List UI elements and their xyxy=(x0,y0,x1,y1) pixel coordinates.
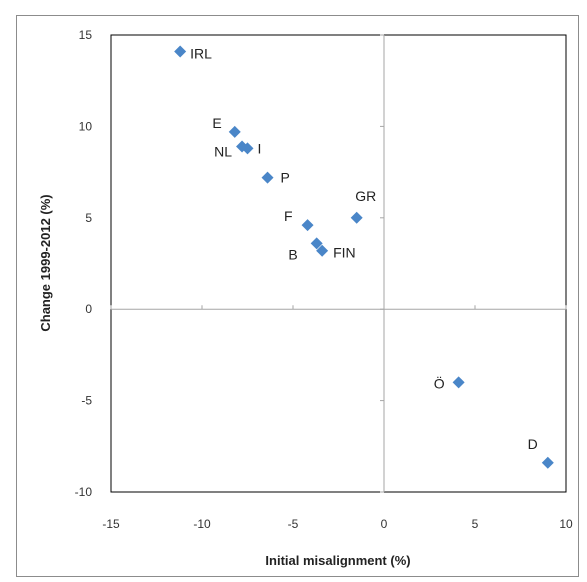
x-axis-title: Initial misalignment (%) xyxy=(265,553,410,568)
point-label: NL xyxy=(214,144,232,160)
x-tick-label: 5 xyxy=(472,517,479,531)
point-marker-d xyxy=(541,456,554,469)
point-label: GR xyxy=(355,188,376,204)
point-label: F xyxy=(284,208,293,224)
point-label: Ö xyxy=(434,374,445,391)
data-points: IRL E NL I P F B FIN GR Ö D xyxy=(174,45,554,469)
plot-area xyxy=(110,34,567,493)
point-marker-ö xyxy=(452,376,465,389)
y-axis-title: Change 1999-2012 (%) xyxy=(38,194,53,331)
x-tick-label: -5 xyxy=(288,517,299,531)
point-label: B xyxy=(288,246,297,262)
point-marker-p xyxy=(261,171,274,184)
y-tick-label: -10 xyxy=(75,485,93,499)
point-marker-b xyxy=(310,237,323,250)
point-label: I xyxy=(258,140,262,156)
point-label: E xyxy=(212,115,221,131)
x-tick-label: -15 xyxy=(102,517,120,531)
point-label: IRL xyxy=(190,45,212,61)
point-marker-fin xyxy=(316,244,329,257)
point-marker-e xyxy=(228,125,241,138)
axis-ticks: -15 -10 -5 0 5 10 -10 -5 0 5 10 15 xyxy=(75,28,573,531)
y-tick-label: 10 xyxy=(79,119,93,133)
point-marker-irl xyxy=(174,45,187,58)
x-tick-label: 10 xyxy=(559,517,573,531)
y-tick-label: 5 xyxy=(85,211,92,225)
zero-lines xyxy=(111,35,566,492)
point-marker-f xyxy=(301,219,314,232)
y-tick-label: -5 xyxy=(81,394,92,408)
point-marker-gr xyxy=(350,211,363,224)
chart-frame xyxy=(16,15,579,577)
point-label: P xyxy=(281,170,290,186)
point-marker-i xyxy=(241,142,254,155)
point-label: D xyxy=(528,436,538,452)
x-tick-label: 0 xyxy=(381,517,388,531)
x-tick-label: -10 xyxy=(193,517,211,531)
point-label: FIN xyxy=(333,245,356,261)
y-tick-label: 0 xyxy=(85,302,92,316)
y-tick-label: 15 xyxy=(79,28,93,42)
